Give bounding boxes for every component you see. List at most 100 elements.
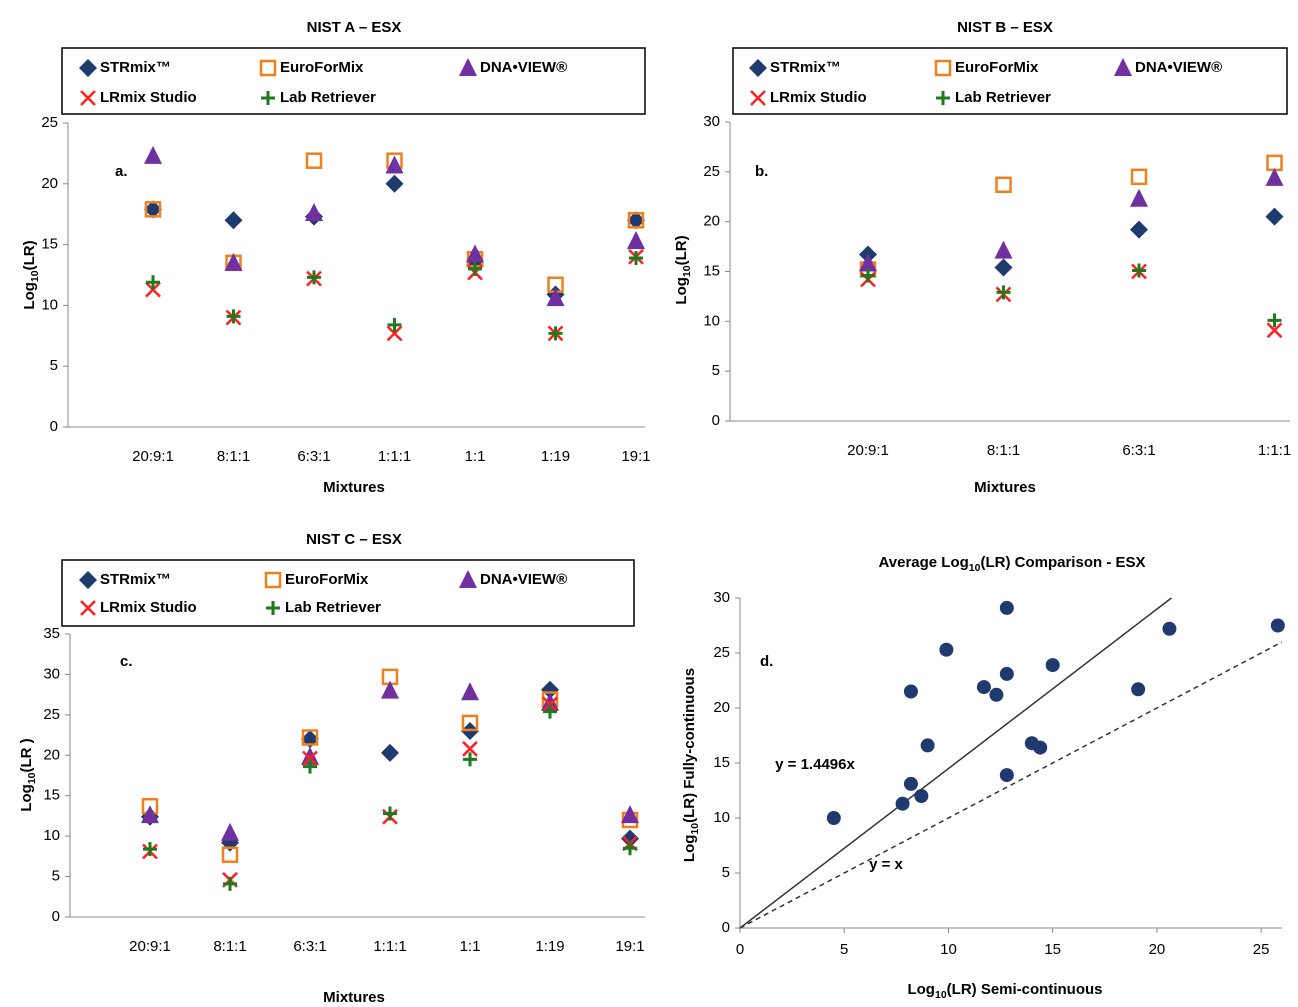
y-axis-label: Log10(LR ) xyxy=(18,738,38,811)
y-tick-label: 0 xyxy=(722,919,730,936)
data-point xyxy=(541,692,559,711)
data-point xyxy=(1267,313,1282,328)
panel-label: b. xyxy=(755,163,768,180)
text-part: (LR) xyxy=(21,240,38,270)
text-part: 10 xyxy=(969,562,981,574)
x-tick-label: 1:1:1 xyxy=(1258,442,1291,459)
panel-label: a. xyxy=(115,163,128,180)
x-tick-label: 8:1:1 xyxy=(217,448,250,465)
data-point xyxy=(621,805,639,824)
data-point xyxy=(627,230,645,249)
y-tick-label: 0 xyxy=(712,412,720,429)
data-point xyxy=(224,252,243,271)
legend-label: DNA•VIEW® xyxy=(480,59,567,76)
x-tick-label: 20:9:1 xyxy=(129,938,171,955)
y-tick-label: 20 xyxy=(703,213,720,230)
legend-marker xyxy=(80,90,96,106)
legend-label: EuroForMix xyxy=(280,59,364,76)
legend-marker xyxy=(459,570,477,588)
x-tick-label: 5 xyxy=(840,941,848,958)
legend-label: STRmix™ xyxy=(100,571,171,588)
y-tick-label: 5 xyxy=(722,864,730,881)
legend-label: DNA•VIEW® xyxy=(1135,59,1222,76)
data-point xyxy=(386,325,403,342)
data-point xyxy=(1266,154,1283,172)
y-tick-label: 10 xyxy=(43,827,60,844)
x-tick-label: 1:1:1 xyxy=(378,448,411,465)
data-point xyxy=(895,796,910,811)
data-point xyxy=(466,244,484,263)
data-point xyxy=(629,250,643,265)
y-tick-label: 5 xyxy=(50,357,58,374)
data-point xyxy=(999,666,1014,681)
data-point xyxy=(543,704,557,719)
x-tick-label: 1:19 xyxy=(535,938,564,955)
data-point xyxy=(305,152,323,169)
legend-marker xyxy=(1114,58,1132,76)
legend-label: LRmix Studio xyxy=(100,89,197,106)
data-point xyxy=(461,682,479,701)
y-tick-label: 5 xyxy=(52,868,60,885)
y-tick-label: 20 xyxy=(43,746,60,763)
data-point xyxy=(387,317,402,332)
x-tick-label: 19:1 xyxy=(621,448,650,465)
data-point xyxy=(1033,740,1048,755)
data-point xyxy=(994,240,1013,259)
x-tick-label: 19:1 xyxy=(615,938,644,955)
legend-label: EuroForMix xyxy=(285,571,369,588)
legend-marker xyxy=(750,90,766,106)
chart-title: NIST A – ESX xyxy=(307,19,402,36)
data-point xyxy=(145,281,161,298)
text-part: Log xyxy=(18,784,35,812)
data-point xyxy=(301,729,319,746)
data-point xyxy=(546,288,565,307)
y-tick-label: 10 xyxy=(703,312,720,329)
chart-title: NIST B – ESX xyxy=(957,19,1053,36)
legend-marker xyxy=(266,601,280,615)
x-tick-label: 20:9:1 xyxy=(847,442,889,459)
y-tick-label: 30 xyxy=(713,589,730,606)
data-point xyxy=(468,261,482,276)
x-axis-label: Mixtures xyxy=(323,479,385,496)
text-part: Log xyxy=(673,277,690,305)
data-point xyxy=(996,285,1011,300)
data-point xyxy=(999,600,1014,615)
data-point xyxy=(920,738,935,753)
data-point xyxy=(1265,207,1284,226)
data-point xyxy=(1270,618,1285,633)
x-tick-label: 1:1:1 xyxy=(373,938,406,955)
data-point xyxy=(623,841,637,856)
legend-marker xyxy=(934,59,952,77)
data-point xyxy=(1130,220,1148,239)
data-point xyxy=(143,842,157,857)
legend-marker xyxy=(259,59,277,77)
data-point xyxy=(305,202,323,221)
text-part: 10 xyxy=(681,265,693,277)
data-point xyxy=(989,687,1004,702)
data-point xyxy=(861,268,875,283)
data-point xyxy=(1132,263,1146,278)
data-point xyxy=(385,155,404,174)
data-point xyxy=(223,876,237,891)
y-tick-label: 10 xyxy=(713,809,730,826)
data-point xyxy=(383,806,397,821)
legend-label: STRmix™ xyxy=(770,59,841,76)
data-point xyxy=(144,201,162,218)
data-point xyxy=(381,680,399,699)
data-point xyxy=(976,680,991,695)
data-point xyxy=(224,211,243,230)
y-tick-label: 5 xyxy=(712,362,720,379)
data-point xyxy=(141,805,159,824)
y-tick-label: 30 xyxy=(43,665,60,682)
legend-marker xyxy=(459,58,477,76)
data-point xyxy=(621,829,639,848)
legend-marker xyxy=(749,59,767,77)
data-point xyxy=(1266,322,1283,339)
data-point xyxy=(1131,682,1146,697)
data-point xyxy=(541,680,559,699)
data-point xyxy=(914,789,929,803)
x-tick-label: 6:3:1 xyxy=(1122,442,1155,459)
legend-marker xyxy=(936,91,950,105)
y-tick-label: 15 xyxy=(43,787,60,804)
